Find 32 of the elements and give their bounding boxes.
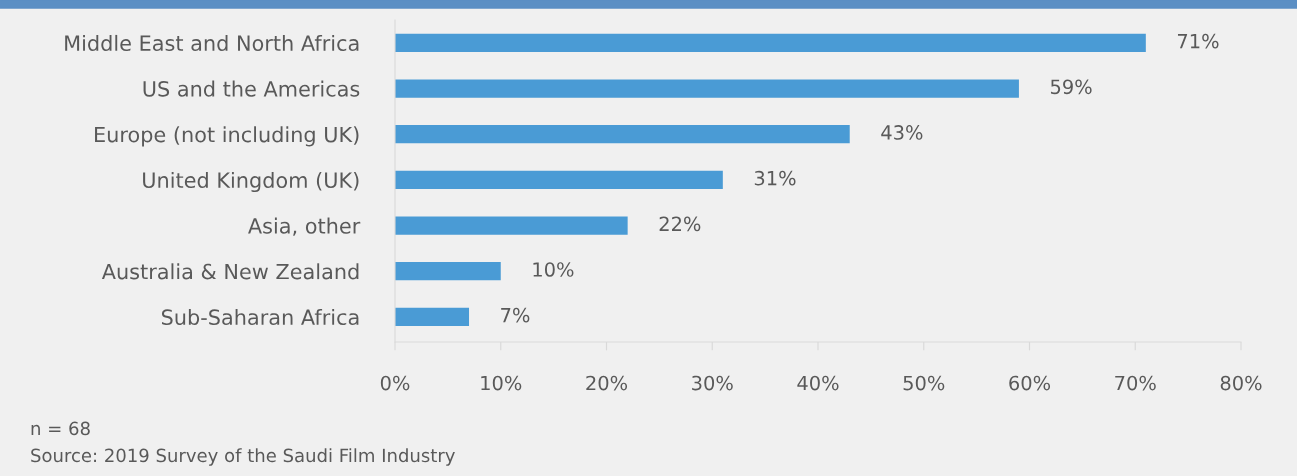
y-tick-label: Sub-Saharan Africa bbox=[161, 308, 359, 326]
x-tick-label: 30% bbox=[692, 375, 733, 391]
bar bbox=[395, 79, 1019, 98]
bar bbox=[395, 307, 470, 327]
data-label: 22% bbox=[659, 216, 701, 232]
data-label: 7% bbox=[501, 307, 530, 323]
x-tick-label: 50% bbox=[903, 375, 945, 391]
x-tick-label: 80% bbox=[1220, 375, 1262, 391]
text: n = 68 bbox=[31, 421, 90, 436]
bar bbox=[395, 33, 1146, 52]
x-tick-label: 60% bbox=[1009, 375, 1051, 391]
bar bbox=[395, 125, 850, 144]
source-note: Source: 2019 Survey of the Saudi Film Industry bbox=[31, 448, 455, 466]
data-label: 31% bbox=[754, 170, 796, 186]
x-tick-label: 20% bbox=[586, 375, 628, 391]
data-label: 43% bbox=[881, 125, 923, 140]
data-label: 10% bbox=[533, 262, 574, 277]
bar bbox=[395, 170, 723, 189]
y-tick-label: Asia, other bbox=[248, 217, 361, 236]
y-tick-label: US and the Americas bbox=[143, 80, 360, 97]
bar bbox=[395, 262, 501, 281]
data-label: 59% bbox=[1050, 79, 1092, 95]
bar bbox=[395, 216, 628, 235]
y-tick-label: Middle East and North Africa bbox=[65, 34, 359, 52]
y-tick-label: Europe (not including UK) bbox=[95, 126, 359, 147]
x-tick-label: 70% bbox=[1115, 375, 1156, 391]
x-tick-label: 10% bbox=[481, 375, 522, 391]
data-label: 71% bbox=[1177, 33, 1219, 49]
x-tick-label: 40% bbox=[797, 375, 839, 391]
x-tick-label: 0% bbox=[380, 375, 410, 391]
y-tick-label: United Kingdom (UK) bbox=[143, 171, 359, 193]
y-tick-label: Australia & New Zealand bbox=[101, 263, 359, 280]
